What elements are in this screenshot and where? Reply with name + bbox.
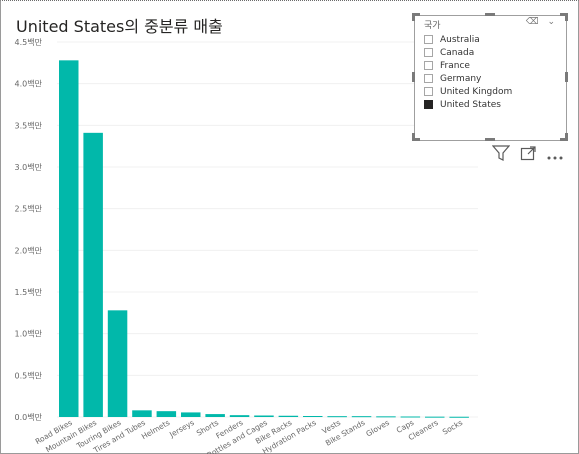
filter-icon[interactable] xyxy=(491,145,511,165)
resize-handle[interactable] xyxy=(565,133,568,141)
x-tick-label: Gloves xyxy=(364,418,391,439)
bar[interactable] xyxy=(376,416,396,418)
slicer-option[interactable]: Germany xyxy=(424,72,512,85)
checkbox[interactable] xyxy=(424,100,433,109)
x-tick-label: Helmets xyxy=(140,418,172,441)
resize-handle[interactable] xyxy=(565,13,568,21)
bar[interactable] xyxy=(83,132,103,418)
slicer-header-icons[interactable]: ⌫ ⌄ xyxy=(525,17,558,27)
resize-handle[interactable] xyxy=(412,72,415,82)
y-tick-label: 1.0백만 xyxy=(15,329,43,339)
y-tick-label: 0.5백만 xyxy=(15,370,43,380)
bar[interactable] xyxy=(205,414,225,417)
resize-handle[interactable] xyxy=(565,72,568,82)
resize-handle[interactable] xyxy=(412,13,415,21)
bar[interactable] xyxy=(351,416,372,418)
checkbox[interactable] xyxy=(424,74,433,83)
checkbox[interactable] xyxy=(424,35,433,44)
checkbox[interactable] xyxy=(424,61,433,70)
bar[interactable] xyxy=(425,416,445,418)
slicer-option-label: Canada xyxy=(440,47,475,58)
y-tick-label: 4.5백만 xyxy=(15,37,43,47)
slicer-option[interactable]: Australia xyxy=(424,33,512,46)
slicer-options: Australia Canada France Germany United Kingd… xyxy=(424,33,512,111)
resize-handle[interactable] xyxy=(560,13,568,16)
bar[interactable] xyxy=(59,60,79,417)
slicer-option[interactable]: United States xyxy=(424,98,512,111)
bar[interactable] xyxy=(132,410,152,417)
bar[interactable] xyxy=(303,416,323,417)
slicer-option-label: Germany xyxy=(440,73,482,84)
checkbox[interactable] xyxy=(424,48,433,57)
slicer-option[interactable]: France xyxy=(424,59,512,72)
checkbox[interactable] xyxy=(424,87,433,96)
resize-handle[interactable] xyxy=(412,138,420,141)
y-tick-label: 2.5백만 xyxy=(15,204,43,214)
more-options-icon[interactable] xyxy=(546,146,564,165)
y-tick-label: 0.0백만 xyxy=(15,412,43,422)
chart-title: United States의 중분류 매출 xyxy=(16,17,223,36)
bar[interactable] xyxy=(181,412,201,417)
slicer-header: 국가 xyxy=(424,21,441,31)
y-tick-label: 3.0백만 xyxy=(15,162,43,172)
focus-mode-icon[interactable] xyxy=(520,145,536,165)
slicer-option[interactable]: United Kingdom xyxy=(424,85,512,98)
resize-handle[interactable] xyxy=(560,138,568,141)
bar[interactable] xyxy=(107,310,128,417)
bar[interactable] xyxy=(400,416,421,418)
resize-handle[interactable] xyxy=(412,13,420,16)
x-tick-label: Socks xyxy=(441,418,464,437)
slicer-option-label: France xyxy=(440,60,470,71)
slicer-option-label: United States xyxy=(440,99,501,110)
bar[interactable] xyxy=(156,411,177,417)
resize-handle[interactable] xyxy=(485,13,495,16)
y-tick-label: 3.5백만 xyxy=(15,120,43,130)
x-tick-label: Jerseys xyxy=(167,418,196,440)
resize-handle[interactable] xyxy=(485,138,495,141)
bar[interactable] xyxy=(254,415,274,418)
slicer-option-label: United Kingdom xyxy=(440,86,513,97)
visual-header-icons xyxy=(491,145,574,165)
slicer-option[interactable]: Canada xyxy=(424,46,512,59)
bar[interactable] xyxy=(229,415,250,417)
country-slicer[interactable]: 국가 ⌫ ⌄ Australia Canada France Germany Unite… xyxy=(414,15,567,141)
bar[interactable] xyxy=(278,415,299,417)
bar[interactable] xyxy=(449,416,469,418)
y-tick-label: 4.0백만 xyxy=(15,79,43,89)
bar[interactable] xyxy=(327,416,347,418)
resize-handle[interactable] xyxy=(412,133,415,141)
y-tick-label: 2.0백만 xyxy=(15,245,43,255)
slicer-option-label: Australia xyxy=(440,34,480,45)
y-tick-label: 1.5백만 xyxy=(15,287,43,297)
